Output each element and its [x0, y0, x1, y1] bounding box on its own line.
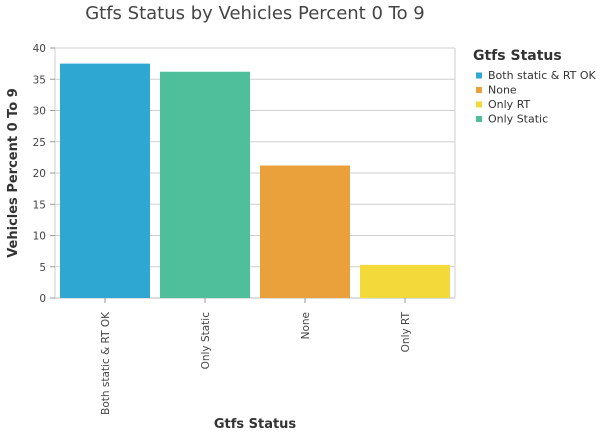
y-axis-title: Vehicles Percent 0 To 9	[6, 88, 21, 258]
y-tick-label: 35	[33, 74, 46, 86]
legend-label: Only Static	[488, 113, 548, 126]
x-tick-label: Only Static	[200, 312, 212, 370]
bars	[60, 63, 450, 298]
x-tick-label: Only RT	[400, 311, 412, 352]
legend-label: None	[488, 84, 517, 97]
y-tick-label: 40	[33, 43, 46, 55]
x-axis-ticks: Both static & RT OK Only Static None Only R…	[100, 298, 412, 415]
bar-both-static-rt-ok	[60, 63, 150, 298]
y-axis-ticks: 0 5 10 15 20 25 30 35 40	[33, 43, 55, 305]
legend-label: Both static & RT OK	[488, 69, 597, 82]
y-tick-label: 0	[39, 293, 46, 305]
chart-title: Gtfs Status by Vehicles Percent 0 To 9	[85, 3, 425, 24]
y-tick-label: 25	[33, 137, 46, 149]
legend-swatch	[476, 72, 482, 79]
legend-label: Only RT	[488, 98, 531, 111]
bar-none	[260, 165, 350, 298]
legend-swatch	[476, 116, 482, 122]
x-tick-label: Both static & RT OK	[100, 311, 112, 415]
legend: Gtfs Status Both static & RT OKNoneOnly …	[473, 48, 597, 126]
bar-only-rt	[360, 264, 450, 298]
y-tick-label: 5	[39, 262, 46, 274]
legend-swatch	[476, 87, 482, 93]
x-axis-title: Gtfs Status	[214, 417, 297, 432]
y-tick-label: 10	[33, 231, 46, 243]
y-tick-label: 30	[33, 106, 46, 118]
legend-title: Gtfs Status	[473, 48, 562, 64]
y-tick-label: 20	[33, 168, 46, 180]
legend-swatch	[476, 101, 482, 108]
y-tick-label: 15	[33, 199, 46, 211]
bar-only-static	[160, 71, 250, 298]
x-tick-label: None	[300, 312, 312, 339]
